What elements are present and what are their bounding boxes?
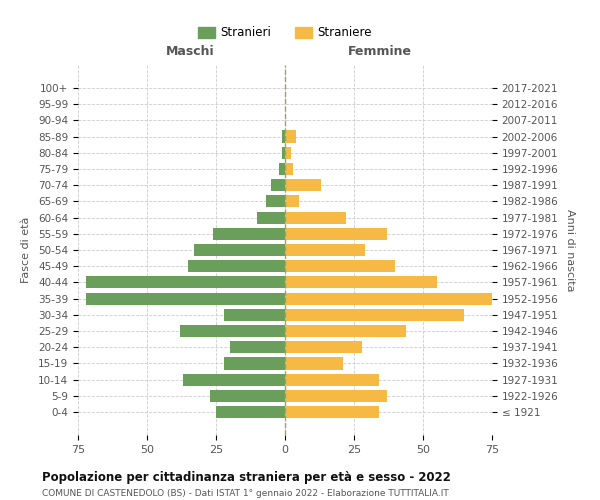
Bar xyxy=(230,341,285,353)
Bar xyxy=(285,196,299,207)
Bar xyxy=(280,163,285,175)
Bar xyxy=(285,292,492,304)
Bar xyxy=(224,358,285,370)
Bar xyxy=(285,228,387,240)
Bar xyxy=(194,244,285,256)
Text: Popolazione per cittadinanza straniera per età e sesso - 2022: Popolazione per cittadinanza straniera p… xyxy=(42,471,451,484)
Text: Femmine: Femmine xyxy=(348,44,412,58)
Bar xyxy=(183,374,285,386)
Bar xyxy=(282,146,285,159)
Legend: Stranieri, Straniere: Stranieri, Straniere xyxy=(194,23,376,43)
Bar xyxy=(180,325,285,337)
Bar xyxy=(285,406,379,418)
Bar xyxy=(285,390,387,402)
Bar xyxy=(285,358,343,370)
Y-axis label: Fasce di età: Fasce di età xyxy=(21,217,31,283)
Bar xyxy=(285,179,321,191)
Text: Maschi: Maschi xyxy=(166,44,214,58)
Bar xyxy=(285,260,395,272)
Bar xyxy=(271,179,285,191)
Bar xyxy=(285,212,346,224)
Bar xyxy=(86,276,285,288)
Bar xyxy=(216,406,285,418)
Bar xyxy=(285,325,406,337)
Bar xyxy=(285,276,437,288)
Bar xyxy=(285,341,362,353)
Bar xyxy=(86,292,285,304)
Text: COMUNE DI CASTENEDOLO (BS) - Dati ISTAT 1° gennaio 2022 - Elaborazione TUTTITALI: COMUNE DI CASTENEDOLO (BS) - Dati ISTAT … xyxy=(42,489,449,498)
Bar xyxy=(266,196,285,207)
Bar xyxy=(285,309,464,321)
Bar xyxy=(257,212,285,224)
Bar xyxy=(285,244,365,256)
Bar xyxy=(282,130,285,142)
Bar xyxy=(224,309,285,321)
Bar xyxy=(213,228,285,240)
Bar xyxy=(285,374,379,386)
Bar xyxy=(188,260,285,272)
Bar xyxy=(211,390,285,402)
Bar xyxy=(285,163,293,175)
Bar xyxy=(285,130,296,142)
Y-axis label: Anni di nascita: Anni di nascita xyxy=(565,209,575,291)
Bar xyxy=(285,146,290,159)
